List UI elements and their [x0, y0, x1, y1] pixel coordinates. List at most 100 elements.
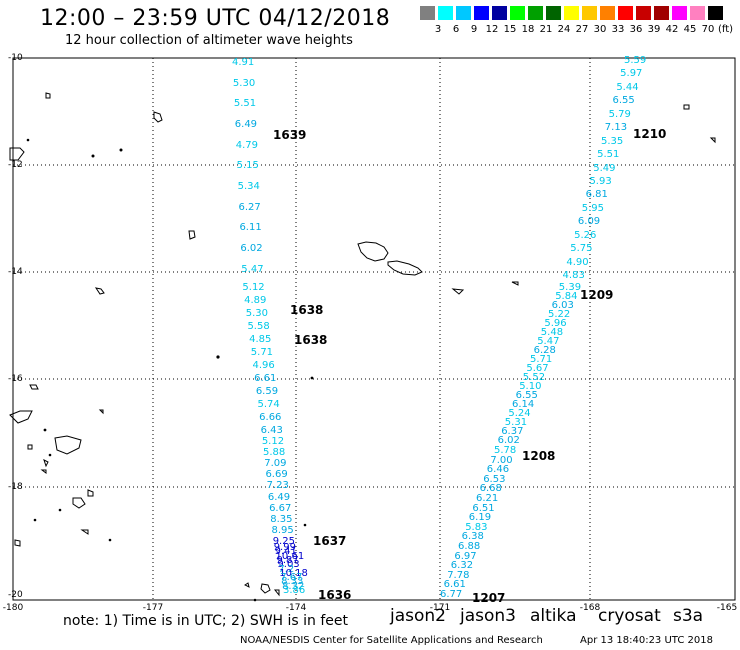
color-swatch	[690, 6, 705, 20]
wave-height-value: 5.15	[236, 160, 259, 172]
wave-height-value: 9.99	[273, 542, 296, 554]
wave-height-value: 10.61	[275, 550, 305, 562]
scale-label: 24	[557, 24, 571, 35]
scale-label: 12	[485, 24, 499, 35]
wave-height-value: 6.55	[612, 95, 635, 107]
wave-height-value: 7.00	[490, 454, 513, 466]
scale-label: 42	[665, 24, 679, 35]
scale-label: 21	[539, 24, 553, 35]
wave-height-value: 6.51	[472, 502, 495, 514]
wave-height-value: 5.12	[261, 435, 285, 447]
color-swatch	[600, 6, 615, 20]
wave-height-value: 6.14	[512, 399, 535, 410]
lon-label: -168	[579, 603, 601, 613]
wave-height-value: 4.85	[249, 334, 272, 346]
wave-height-value: 6.77	[440, 589, 463, 600]
map-frame	[12, 57, 736, 601]
color-swatch	[438, 6, 453, 20]
lon-label: -177	[142, 603, 164, 613]
wave-height-value: 5.97	[620, 68, 643, 80]
lat-label: -14	[8, 267, 23, 277]
scale-label: 30	[593, 24, 607, 35]
wave-height-value: 5.22	[548, 309, 571, 320]
wave-height-value: 4.79	[235, 139, 258, 151]
scale-label: 6	[452, 24, 460, 35]
satellite-legend-jason3: jason3	[460, 606, 516, 626]
wave-height-value: 5.48	[540, 327, 564, 338]
wave-height-value: 8.32	[282, 580, 305, 592]
chart-subtitle: 12 hour collection of altimeter wave hei…	[65, 33, 353, 48]
wave-height-value: 5.59	[624, 55, 647, 66]
wave-height-value: 5.39	[558, 282, 582, 293]
wave-height-value: 6.03	[551, 300, 574, 311]
wave-height-value: 5.71	[250, 347, 274, 359]
island-dots	[26, 138, 314, 602]
wave-height-value: 7.23	[266, 480, 289, 492]
wave-height-value: 6.21	[476, 493, 499, 504]
wave-height-value: 5.34	[237, 180, 260, 192]
scale-label: 15	[503, 24, 517, 35]
wave-height-value: 6.11	[239, 222, 262, 234]
wave-height-value: 6.37	[501, 426, 524, 437]
wave-height-value: 5.58	[247, 321, 270, 333]
wave-height-value: 6.88	[458, 541, 481, 552]
wave-height-value: 6.09	[577, 216, 601, 228]
pass-label: 1638	[294, 333, 328, 347]
wave-height-value: 5.93	[589, 175, 612, 187]
lat-label: -18	[8, 482, 23, 492]
wave-height-value: 8.95	[271, 525, 294, 537]
color-swatch	[636, 6, 651, 20]
generated-timestamp: Apr 13 18:40:23 UTC 2018	[580, 635, 713, 646]
color-swatch	[546, 6, 561, 20]
wave-height-value: 4.89	[244, 295, 267, 307]
wave-height-value: 10.18	[279, 567, 308, 579]
wave-height-value: 6.38	[461, 531, 484, 543]
color-swatch	[708, 6, 723, 20]
wave-height-value: 6.55	[515, 390, 538, 401]
lat-label: -20	[8, 590, 23, 600]
wave-height-value: 6.46	[486, 464, 510, 476]
lon-label: -180	[2, 603, 24, 613]
wave-height-value: 5.35	[600, 135, 624, 147]
wave-height-value: 6.59	[255, 386, 279, 398]
footer-note: note: 1) Time is in UTC; 2) SWH is in fe…	[63, 613, 349, 629]
wave-height-value: 4.83	[562, 270, 585, 282]
color-swatch	[492, 6, 507, 20]
wave-height-value: 6.69	[265, 469, 288, 481]
color-swatch	[528, 6, 543, 20]
scale-label: 36	[629, 24, 643, 35]
wave-height-value: 5.71	[530, 354, 553, 365]
wave-height-value: 4.91	[232, 57, 255, 68]
wave-height-value: 6.97	[454, 550, 477, 562]
pass-label: 1209	[580, 288, 614, 302]
wave-height-value: 5.24	[508, 408, 531, 419]
wave-height-value: 5.12	[242, 282, 265, 294]
wave-height-value: 9.03	[277, 559, 300, 571]
scale-label: 70	[701, 24, 715, 35]
wave-height-value: 5.78	[494, 445, 517, 456]
satellite-legend-s3a: s3a	[673, 606, 704, 626]
island-viti-levu	[54, 435, 82, 455]
wave-height-value: 8.35	[270, 513, 293, 525]
wave-height-value: 7.78	[447, 569, 470, 581]
wave-height-value: 4.90	[566, 256, 589, 268]
pass-label: 1638	[290, 303, 324, 317]
pass-label: 1207	[472, 591, 506, 605]
lat-label: -16	[8, 374, 23, 384]
color-swatch	[510, 6, 525, 20]
scale-label: 18	[521, 24, 535, 35]
credit-line: NOAA/NESDIS Center for Satellite Applica…	[240, 635, 543, 646]
wave-height-value: 6.49	[267, 491, 291, 503]
scale-label: 45	[683, 24, 697, 35]
wave-height-value: 6.43	[260, 424, 283, 436]
color-swatch	[672, 6, 687, 20]
color-swatch	[582, 6, 597, 20]
wave-height-value: 6.02	[497, 435, 520, 447]
scale-label: 39	[647, 24, 661, 35]
wave-height-value: 6.49	[234, 118, 258, 130]
wave-height-value: 6.81	[585, 189, 608, 201]
pass-label: 1637	[313, 534, 347, 548]
wave-height-value: 8.33	[281, 576, 304, 588]
satellite-legend-jason2: jason2	[390, 606, 446, 626]
wave-height-value: 5.74	[257, 399, 280, 411]
